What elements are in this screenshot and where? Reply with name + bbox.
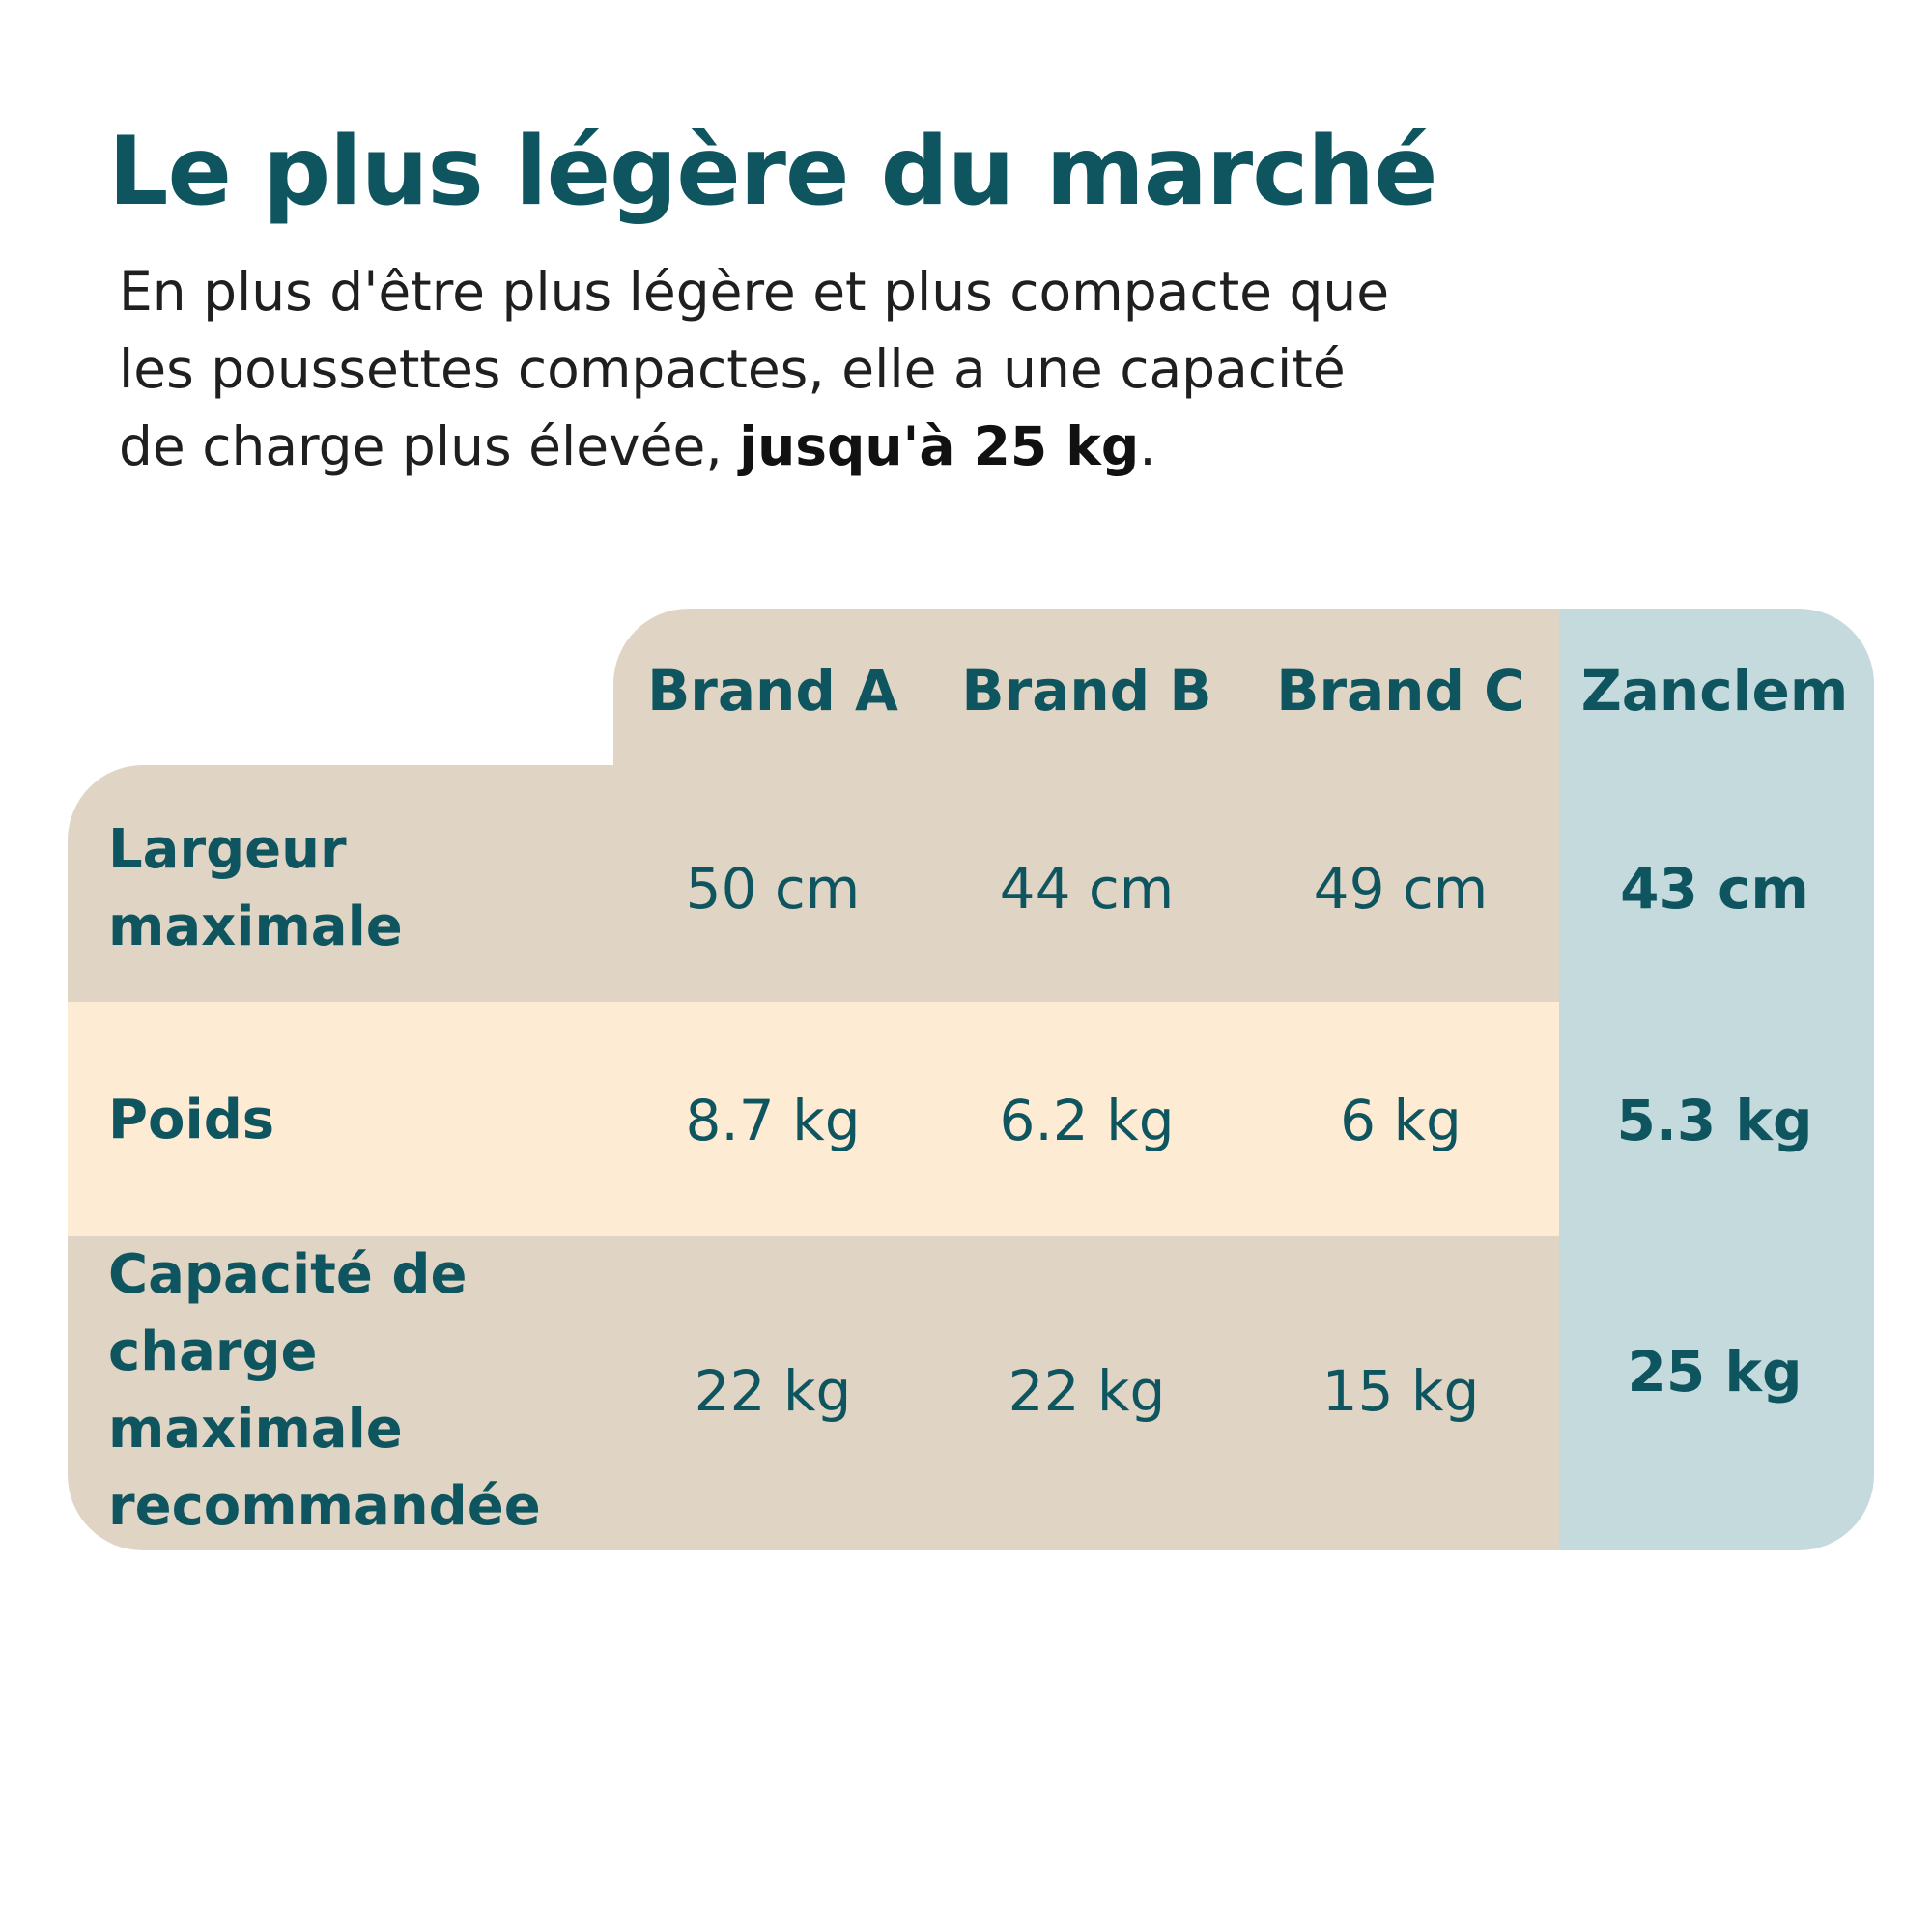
column-header-brand-b: Brand B	[961, 658, 1212, 724]
column-header-brand-c: Brand C	[1276, 658, 1525, 724]
intro-line-2: les poussettes compactes, elle a une cap…	[119, 338, 1346, 400]
row-label-width: Largeur maximale	[108, 818, 403, 958]
intro-line-3-text: de charge plus élevée,	[119, 415, 740, 477]
table-cell: 44 cm	[999, 856, 1175, 922]
intro-line-1: En plus d'être plus légère et plus compa…	[119, 261, 1390, 323]
table-cell-highlight: 5.3 kg	[1616, 1088, 1813, 1153]
table-cell: 6 kg	[1340, 1088, 1462, 1153]
column-header-zanclem: Zanclem	[1580, 658, 1849, 724]
column-header-brand-a: Brand A	[647, 658, 898, 724]
highlight-column-background	[1559, 609, 1874, 1550]
table-cell: 6.2 kg	[999, 1088, 1175, 1153]
table-cell: 22 kg	[694, 1358, 852, 1424]
row-background-width	[68, 765, 1579, 1002]
table-cell-highlight: 43 cm	[1620, 856, 1809, 922]
row-label-capacity: Capacité de charge maximale recommandée	[108, 1243, 541, 1538]
table-cell: 15 kg	[1321, 1358, 1480, 1424]
intro-paragraph: En plus d'être plus légère et plus compa…	[119, 253, 1491, 485]
table-cell: 50 cm	[685, 856, 861, 922]
header-background	[613, 609, 1579, 782]
table-cell-highlight: 25 kg	[1627, 1339, 1803, 1405]
row-background-capacity	[68, 1236, 1579, 1550]
intro-line-3-end: .	[1139, 415, 1156, 477]
page-title: Le plus légère du marché	[108, 117, 1438, 227]
intro-line-3: de charge plus élevée, jusqu'à 25 kg.	[119, 408, 1491, 485]
table-cell: 49 cm	[1313, 856, 1489, 922]
intro-highlight: jusqu'à 25 kg	[739, 415, 1140, 477]
table-cell: 8.7 kg	[685, 1088, 861, 1153]
row-background-weight	[68, 1002, 1579, 1236]
row-label-weight: Poids	[108, 1089, 275, 1151]
table-cell: 22 kg	[1008, 1358, 1166, 1424]
